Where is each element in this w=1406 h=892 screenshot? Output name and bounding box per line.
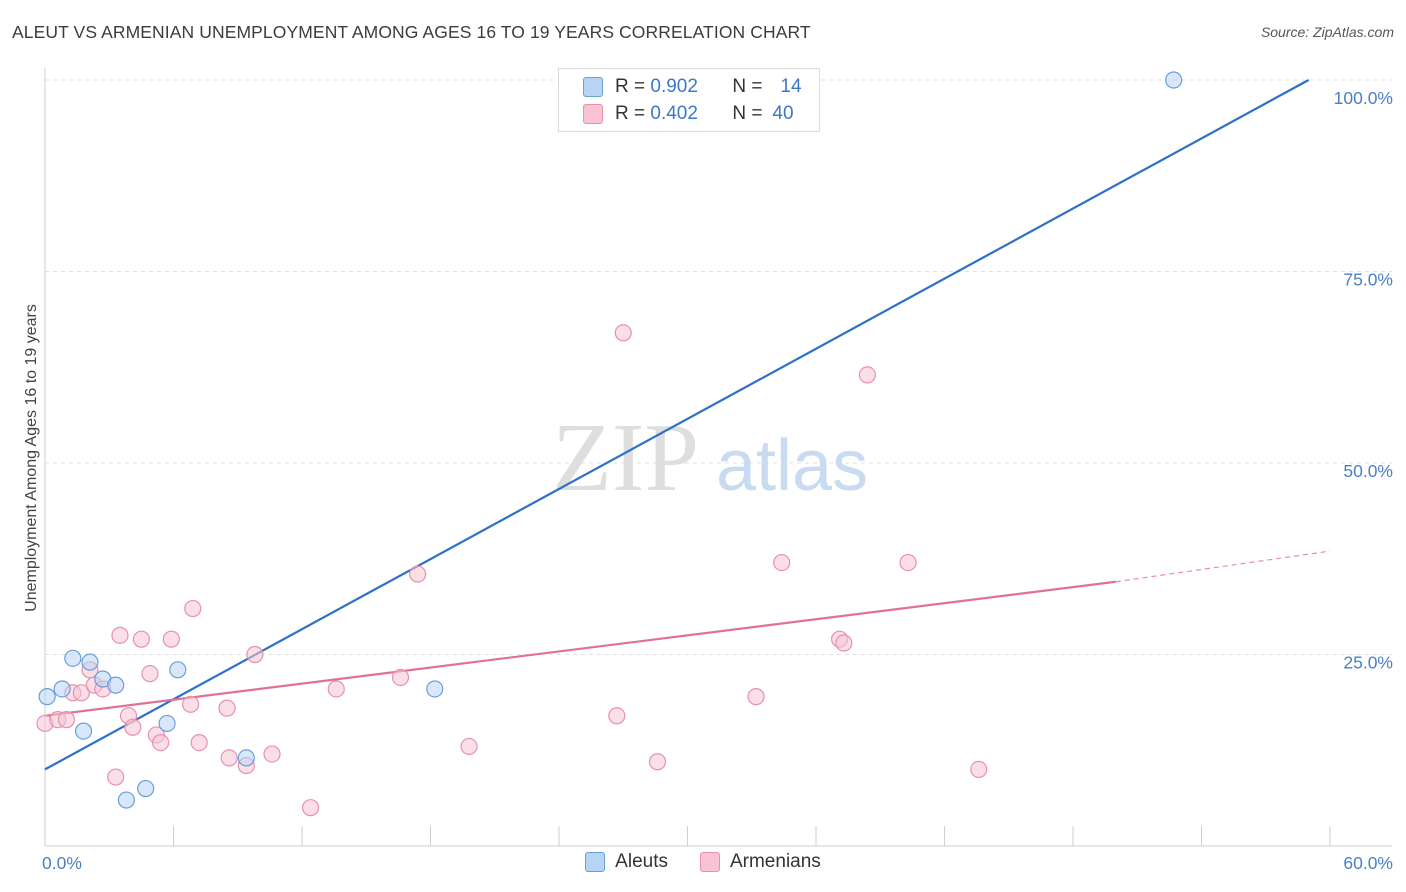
- armenian-point: [899, 553, 917, 572]
- legend-label-armenians: Armenians: [729, 851, 821, 872]
- aleut-point: [237, 749, 255, 767]
- legend-swatch-armenians: [583, 104, 603, 124]
- legend-swatch-aleuts: [585, 852, 606, 872]
- legend-row-aleuts: R = 0.902 N = 14: [559, 73, 802, 101]
- aleut-point: [81, 653, 99, 671]
- x-tick-label: 60.0%: [1343, 853, 1393, 873]
- armenian-point: [190, 733, 208, 752]
- legend-r-value: 0.902: [650, 76, 698, 97]
- watermark: ZIP atlas: [552, 404, 868, 512]
- legend-n-value: 40: [772, 103, 794, 124]
- armenian-point: [162, 630, 180, 648]
- armenian-point: [111, 626, 129, 644]
- armenian-point: [747, 688, 765, 706]
- armenian-trend-line: [44, 580, 1116, 717]
- stats-legend: R = 0.902 N = 14 R = 0.402 N = 40: [558, 68, 820, 132]
- aleut-trend-line: [44, 79, 1310, 771]
- chart-title: ALEUT VS ARMENIAN UNEMPLOYMENT AMONG AGE…: [12, 22, 811, 42]
- armenian-trend-extension: [1115, 550, 1331, 583]
- legend-swatch-armenians: [699, 852, 720, 872]
- armenian-point: [132, 630, 150, 648]
- watermark-atlas: atlas: [716, 426, 868, 506]
- armenian-point: [72, 684, 91, 702]
- legend-n-value: 14: [780, 76, 802, 97]
- armenian-point: [124, 718, 142, 736]
- aleut-point: [1165, 71, 1183, 89]
- armenian-point: [648, 753, 667, 771]
- legend-r-value: 0.402: [650, 103, 698, 124]
- aleut-point: [158, 714, 176, 733]
- aleut-point: [117, 791, 135, 809]
- legend-n-label: N =: [732, 103, 768, 124]
- armenian-point: [184, 599, 202, 618]
- aleut-point: [107, 676, 125, 694]
- legend-label-aleuts: Aleuts: [615, 851, 668, 872]
- armenian-point: [220, 749, 238, 767]
- y-axis-label: Unemployment Among Ages 16 to 19 years: [23, 304, 40, 612]
- armenian-point: [152, 733, 170, 752]
- armenian-point: [608, 707, 626, 725]
- x-tick-label: 0.0%: [42, 853, 82, 873]
- aleut-point: [169, 661, 187, 679]
- legend-item-aleuts[interactable]: Aleuts: [585, 851, 668, 873]
- grid-lines: [45, 79, 1392, 655]
- armenian-point: [970, 760, 988, 779]
- aleut-point: [74, 722, 93, 740]
- legend-row-armenians: R = 0.402 N = 40: [559, 100, 794, 128]
- y-tick-label: 100.0%: [1334, 88, 1393, 108]
- source-label: Source: ZipAtlas.com: [1260, 24, 1394, 40]
- armenian-point: [327, 680, 345, 698]
- legend-r-label: R =: [615, 103, 651, 124]
- legend-swatch-aleuts: [583, 77, 603, 97]
- armenian-point: [460, 737, 478, 756]
- legend-n-label: N =: [732, 76, 768, 97]
- aleut-point: [38, 688, 56, 706]
- armenian-point: [835, 634, 853, 652]
- aleut-point: [137, 779, 155, 798]
- axes: [44, 68, 1392, 847]
- watermark-zip: ZIP: [552, 404, 699, 512]
- armenian-point: [246, 645, 264, 664]
- tick-labels: 25.0% 50.0% 75.0% 100.0% 0.0% 60.0%: [42, 88, 1393, 873]
- armenian-point: [182, 695, 200, 713]
- armenian-point: [858, 366, 877, 384]
- armenian-point: [773, 553, 791, 572]
- series-legend: Aleuts Armenians: [0, 851, 1406, 873]
- armenian-point: [57, 711, 76, 729]
- y-tick-label: 50.0%: [1343, 461, 1393, 481]
- legend-r-label: R =: [615, 76, 651, 97]
- armenian-point: [391, 668, 410, 687]
- armenian-point: [141, 665, 159, 683]
- aleut-point: [426, 680, 444, 698]
- armenian-point: [263, 745, 281, 763]
- armenian-point: [218, 699, 236, 717]
- armenian-point: [409, 565, 427, 583]
- armenian-point: [614, 324, 632, 342]
- data-points: [36, 71, 1183, 817]
- y-tick-label: 75.0%: [1343, 270, 1393, 290]
- y-tick-label: 25.0%: [1343, 653, 1393, 673]
- armenian-point: [301, 799, 320, 817]
- aleut-point: [53, 680, 71, 698]
- armenian-point: [107, 768, 125, 786]
- legend-item-armenians[interactable]: Armenians: [699, 851, 821, 873]
- aleut-point: [64, 649, 82, 667]
